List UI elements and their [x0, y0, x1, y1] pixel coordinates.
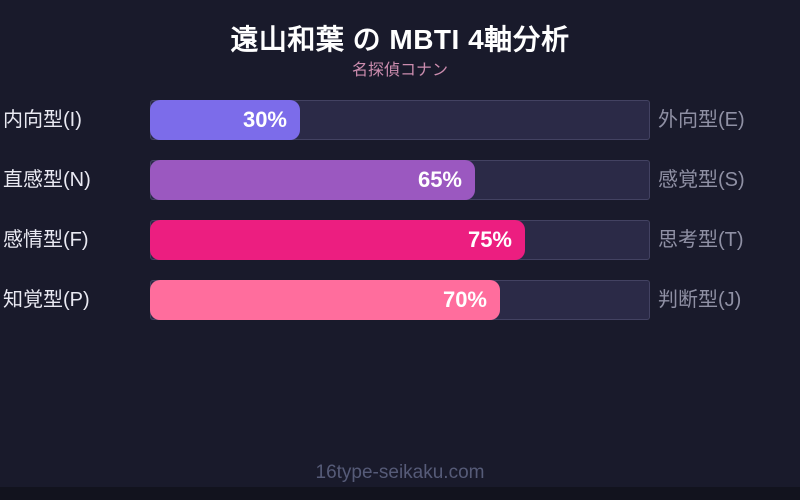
bar-fill: 75%	[150, 220, 525, 260]
axis-right-label: 判断型(J)	[658, 289, 742, 311]
axis-left-label: 感情型(F)	[3, 229, 89, 251]
page-title: 遠山和葉 の MBTI 4軸分析	[230, 24, 570, 55]
axis-right-label: 思考型(T)	[658, 229, 744, 251]
axis-right-label: 感覚型(S)	[658, 169, 745, 191]
bar-row-introvert-extrovert: 内向型(I) 30% 外向型(E)	[0, 100, 800, 140]
bar-fill: 70%	[150, 280, 500, 320]
axis-left-label: 直感型(N)	[3, 169, 91, 191]
bar-row-perceiving-judging: 知覚型(P) 70% 判断型(J)	[0, 280, 800, 320]
bar-fill: 30%	[150, 100, 300, 140]
bar-row-intuition-sensing: 直感型(N) 65% 感覚型(S)	[0, 160, 800, 200]
bar-fill: 65%	[150, 160, 475, 200]
axis-left-label: 知覚型(P)	[3, 289, 90, 311]
bar-row-feeling-thinking: 感情型(F) 75% 思考型(T)	[0, 220, 800, 260]
site-watermark: 16type-seikaku.com	[315, 462, 485, 483]
axis-left-label: 内向型(I)	[3, 109, 82, 131]
page-subtitle: 名探偵コナン	[351, 62, 448, 79]
bottom-edge-strip	[0, 487, 800, 500]
axis-right-label: 外向型(E)	[658, 109, 745, 131]
